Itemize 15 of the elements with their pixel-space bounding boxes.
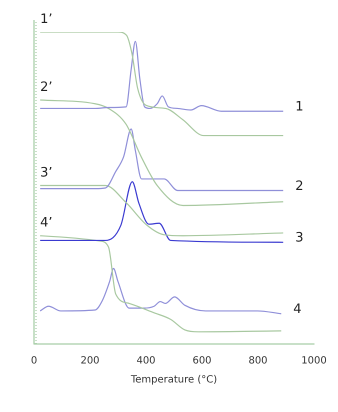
- annotation: 3’: [40, 165, 53, 180]
- annotation: 2: [295, 178, 304, 194]
- x-axis-title: Temperature (°C): [130, 374, 218, 386]
- annotation: 1: [295, 100, 304, 115]
- annotation: 4: [293, 302, 302, 318]
- x-tick-label: 1000: [301, 356, 327, 367]
- x-tick-label: 200: [80, 356, 100, 367]
- annotation: 3: [295, 230, 304, 246]
- x-tick-label: 600: [192, 356, 212, 367]
- annotation: 4’: [40, 216, 53, 231]
- x-tick-label: 400: [136, 356, 156, 367]
- x-tick-label: 0: [30, 356, 38, 367]
- x-tick-label: 800: [248, 356, 268, 367]
- annotation: 2’: [40, 80, 53, 95]
- annotation: 1’: [40, 12, 53, 27]
